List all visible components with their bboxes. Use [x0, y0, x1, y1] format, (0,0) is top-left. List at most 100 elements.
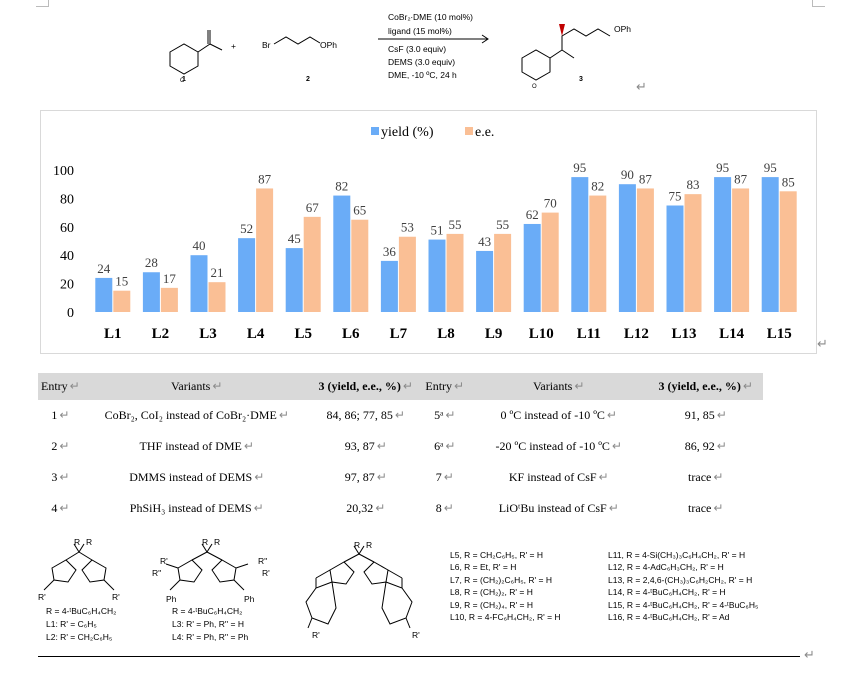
data-label: 15: [115, 274, 128, 289]
struct2-r-prime-left: R': [160, 556, 168, 566]
struct2-r-prime-right: R': [262, 568, 270, 578]
data-label: 87: [734, 171, 748, 186]
entry-cell: 7 ↵: [435, 470, 454, 484]
entry-cell: 1 ↵: [51, 408, 70, 422]
data-label: 82: [591, 179, 604, 194]
bar-yield: [714, 177, 732, 312]
bar-ee: [684, 194, 702, 312]
struct3-r-right: R: [366, 540, 373, 550]
struct1-l2: L2: R' = CH₂C₆H₅: [46, 632, 113, 642]
x-category-label: L7: [390, 326, 408, 342]
table-rule: [38, 402, 798, 403]
struct2-l4: L4: R' = Ph, R'' = Ph: [172, 632, 249, 642]
bar-yield: [476, 250, 494, 312]
legend-swatch: [465, 127, 473, 135]
legend-label: yield (%): [381, 125, 434, 140]
y-tick-label: 60: [60, 221, 74, 236]
data-label: 28: [145, 255, 158, 270]
result-cell: 86, 92 ↵: [684, 439, 727, 453]
struct2-r-definition: R = 4-ᵗBuC₆H₄CH₂: [172, 606, 243, 616]
bar-ee: [494, 233, 512, 312]
bar-yield: [666, 205, 684, 312]
header-variants: Variants ↵: [82, 373, 311, 400]
bar-ee: [256, 188, 274, 312]
variant-cell: -20 ºC instead of -10 ºC ↵: [495, 439, 622, 453]
bar-ee: [589, 195, 607, 312]
bar-yield: [761, 177, 779, 312]
bar-ee: [779, 191, 797, 312]
conditions-table: Entry ↵ Variants ↵ 3 (yield, e.e., %) ↵ Ent…: [38, 373, 763, 524]
header-entry-2: Entry ↵: [420, 373, 469, 400]
bar-ee: [398, 236, 416, 312]
table-row: 3 ↵ DMMS instead of DEMS ↵ 97, 87 ↵ 7 ↵ KF inste…: [38, 462, 763, 493]
struct1-r-right: R: [86, 537, 93, 547]
x-category-label: L12: [624, 326, 649, 342]
variant-cell: 0 ºC instead of -10 ºC ↵: [500, 408, 617, 422]
struct1-r-definition: R = 4-ᵗBuC₆H₄CH₂: [46, 606, 117, 616]
struct1-l1: L1: R' = C₆H₅: [46, 619, 97, 629]
paragraph-mark: ↵: [804, 648, 815, 663]
variant-cell: KF instead of CsF ↵: [508, 470, 609, 484]
data-label: 87: [258, 171, 272, 186]
result-cell: 97, 87 ↵: [344, 470, 387, 484]
header-result-2: 3 (yield, e.e., %) ↵: [648, 373, 763, 400]
bar-ee: [303, 216, 321, 312]
data-label: 21: [211, 265, 224, 280]
data-label: 70: [544, 196, 557, 211]
struct2-r-right: R: [214, 537, 221, 547]
bar-ee: [351, 219, 369, 312]
condition-silane: DEMS (3.0 equiv): [388, 57, 456, 67]
table-row: 2 ↵ THF instead of DME ↵ 93, 87 ↵ 6ᵃ ↵ -20 ºC in…: [38, 431, 763, 462]
variant-cell: LiOᵗBu instead of CsF ↵: [498, 501, 619, 515]
struct2-ph-right: Ph: [244, 594, 255, 604]
struct3-r-prime-right: R': [412, 630, 420, 640]
data-label: 55: [449, 217, 462, 232]
bar-yield: [380, 260, 398, 312]
data-label: 87: [639, 171, 653, 186]
ligand-definition: L13, R = 2,4,6-(CH₃)₃C₆H₂CH₂, R' = H: [608, 574, 753, 585]
data-label: 52: [240, 221, 253, 236]
compound-3-ring: [521, 49, 551, 81]
data-label: 62: [526, 207, 539, 222]
data-label: 95: [764, 160, 777, 175]
variant-cell: THF instead of DME ↵: [139, 439, 254, 453]
legend-swatch: [371, 127, 379, 135]
data-label: 65: [353, 203, 366, 218]
result-cell: trace ↵: [688, 501, 724, 515]
data-label: 67: [306, 200, 320, 215]
ligand-definition: L16, R = 4-ᵗBuC₆H₄CH₂, R' = Ad: [608, 612, 730, 623]
bar-yield: [190, 255, 208, 312]
bottom-rule: [38, 656, 800, 657]
chart-frame: 0 20 40 60 80 100 24 15 L1 28 17 L2 40 21 L3 52 87 L4 45 67…: [40, 110, 817, 354]
ring-oxygen-3: O: [532, 84, 537, 90]
ligand-definition: L10, R = 4-FC₆H₄CH₂, R' = H: [450, 612, 561, 623]
x-category-label: L2: [152, 326, 170, 342]
y-tick-label: 40: [60, 249, 74, 264]
product-ophenyl-label: OPh: [614, 24, 632, 34]
result-cell: 91, 85 ↵: [684, 408, 727, 422]
bar-chart: 0 20 40 60 80 100 24 15 L1 28 17 L2 40 21 L3 52 87 L4 45 67…: [53, 125, 797, 342]
bar-yield: [285, 248, 303, 312]
ligand-definition: L6, R = Et, R' = H: [450, 562, 517, 573]
data-label: 90: [621, 167, 634, 182]
data-label: 43: [478, 234, 491, 249]
data-label: 85: [782, 174, 795, 189]
ligand-definition: L15, R = 4-ᵗBuC₆H₄CH₂, R' = 4-ᵗBuC₆H₅: [608, 599, 759, 610]
bar-ee: [732, 188, 750, 312]
data-label: 24: [97, 261, 111, 276]
bar-ee: [636, 188, 654, 312]
header-entry: Entry ↵: [38, 373, 83, 400]
bar-yield: [333, 195, 351, 312]
x-category-label: L8: [437, 326, 455, 342]
struct1-r-left: R: [74, 537, 81, 547]
struct3-r-left: R: [354, 540, 361, 550]
condition-catalyst: CoBr₂∙DME (10 mol%): [388, 12, 474, 22]
struct1-r-prime-left: R': [38, 592, 46, 602]
x-category-label: L11: [577, 326, 601, 342]
entry-cell: 4 ↵: [51, 501, 70, 515]
data-label: 45: [288, 231, 301, 246]
compound-1-ring: [169, 43, 199, 75]
struct2-ph-left: Ph: [166, 594, 177, 604]
bar-yield: [95, 277, 113, 312]
ligand-definition: L11, R = 4-Si(CH₃)₃C₆H₄CH₂, R' = H: [608, 550, 746, 560]
